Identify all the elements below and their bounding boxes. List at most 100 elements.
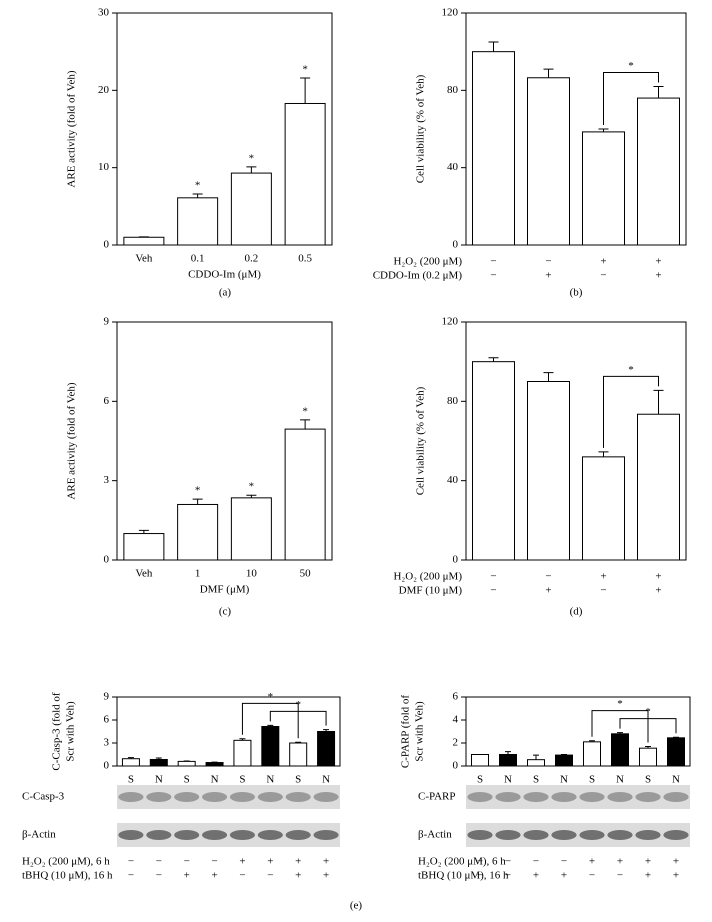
significance-star: * bbox=[249, 481, 255, 493]
bar bbox=[499, 754, 517, 767]
condition-sign: + bbox=[239, 856, 245, 868]
x-tick-label: Veh bbox=[135, 568, 153, 580]
condition-sign: − bbox=[545, 571, 551, 583]
blot-band bbox=[118, 792, 144, 802]
error-bar bbox=[561, 754, 567, 756]
y-tick-label: 120 bbox=[442, 7, 459, 19]
blot-label: C-PARP bbox=[418, 791, 456, 803]
significance-bracket bbox=[241, 702, 299, 739]
blot-band bbox=[285, 792, 311, 802]
y-tick-label: 20 bbox=[98, 84, 110, 96]
condition-sign: + bbox=[655, 585, 661, 597]
error-bar bbox=[533, 754, 539, 760]
condition-sign: + bbox=[655, 571, 661, 583]
bar bbox=[230, 497, 272, 561]
blot-band bbox=[495, 830, 521, 840]
error-bar bbox=[246, 494, 257, 498]
y-axis-label: Scr with Veh) bbox=[65, 701, 77, 762]
error-bar bbox=[155, 757, 162, 760]
blot-band bbox=[313, 830, 339, 840]
significance-bracket bbox=[603, 71, 659, 125]
y-tick-label: 0 bbox=[104, 239, 110, 251]
bar bbox=[230, 172, 272, 246]
bar bbox=[177, 197, 219, 246]
y-axis-label: Cell viability (% of Veh) bbox=[415, 386, 427, 495]
condition-sign: − bbox=[477, 856, 483, 868]
condition-sign: + bbox=[184, 870, 190, 882]
y-tick-label: 6 bbox=[104, 714, 110, 726]
blot-band bbox=[523, 792, 549, 802]
condition-sign: + bbox=[645, 856, 651, 868]
bar bbox=[527, 381, 570, 561]
x-tick-label: 0.2 bbox=[245, 253, 259, 265]
blot-band bbox=[146, 792, 172, 802]
blot-band bbox=[257, 830, 283, 840]
x-tick-label: S bbox=[184, 774, 190, 786]
condition-label: H₂O₂ (200 μM), 6 h bbox=[418, 856, 506, 868]
plot-frame bbox=[465, 12, 687, 246]
x-axis-label: CDDO-Im (μM) bbox=[188, 269, 261, 281]
x-tick-label: Veh bbox=[135, 253, 153, 265]
condition-sign: + bbox=[267, 856, 273, 868]
y-axis-label: ARE activity (fold of Veh) bbox=[66, 70, 78, 187]
condition-sign: − bbox=[128, 856, 134, 868]
condition-sign: − bbox=[184, 856, 190, 868]
y-tick-label: 30 bbox=[98, 7, 110, 19]
condition-sign: + bbox=[211, 870, 217, 882]
significance-star: * bbox=[268, 691, 274, 703]
bar bbox=[233, 739, 252, 767]
blot-band bbox=[579, 792, 605, 802]
x-tick-label: S bbox=[295, 774, 301, 786]
condition-sign: − bbox=[505, 856, 511, 868]
condition-sign: + bbox=[673, 856, 679, 868]
blot-band bbox=[313, 792, 339, 802]
condition-sign: + bbox=[561, 870, 567, 882]
x-tick-label: N bbox=[155, 774, 163, 786]
error-bar bbox=[653, 389, 664, 415]
error-bar bbox=[138, 529, 149, 534]
blot-band bbox=[257, 792, 283, 802]
blot-band bbox=[635, 792, 661, 802]
bar bbox=[123, 236, 165, 246]
y-tick-label: 10 bbox=[98, 161, 110, 173]
panel-label: (b) bbox=[570, 287, 583, 299]
x-tick-label: N bbox=[504, 774, 512, 786]
significance-star: * bbox=[628, 364, 634, 376]
condition-sign: − bbox=[211, 856, 217, 868]
bar bbox=[205, 762, 224, 767]
y-axis-label: Cell viability (% of Veh) bbox=[415, 74, 427, 183]
bar bbox=[121, 758, 140, 767]
y-tick-label: 3 bbox=[104, 737, 110, 749]
blot-band bbox=[467, 792, 493, 802]
y-tick-label: 80 bbox=[447, 395, 459, 407]
blot-label: β-Actin bbox=[418, 829, 452, 841]
error-bar bbox=[192, 193, 203, 198]
blot-band bbox=[635, 830, 661, 840]
error-bar bbox=[673, 736, 679, 738]
condition-sign: − bbox=[490, 270, 496, 282]
error-bar bbox=[239, 738, 246, 741]
bar bbox=[527, 759, 545, 767]
plot-frame bbox=[465, 696, 691, 767]
condition-sign: − bbox=[589, 870, 595, 882]
condition-sign: − bbox=[600, 585, 606, 597]
blot-band bbox=[202, 830, 228, 840]
panel-label: (d) bbox=[570, 606, 583, 618]
y-tick-label: 6 bbox=[453, 691, 459, 703]
bar bbox=[611, 733, 629, 767]
blot-label: C-Casp-3 bbox=[22, 791, 65, 803]
condition-sign: + bbox=[673, 870, 679, 882]
y-tick-label: 40 bbox=[447, 474, 459, 486]
x-tick-label: S bbox=[128, 774, 134, 786]
bar bbox=[639, 747, 657, 767]
blot-band bbox=[146, 830, 172, 840]
error-bar bbox=[192, 498, 203, 505]
y-tick-label: 0 bbox=[104, 760, 110, 772]
x-tick-label: 10 bbox=[246, 568, 258, 580]
significance-bracket bbox=[603, 375, 659, 448]
y-tick-label: 4 bbox=[453, 714, 459, 726]
condition-sign: − bbox=[128, 870, 134, 882]
significance-bracket bbox=[591, 710, 649, 743]
x-tick-label: S bbox=[477, 774, 483, 786]
plot-frame bbox=[465, 321, 687, 561]
